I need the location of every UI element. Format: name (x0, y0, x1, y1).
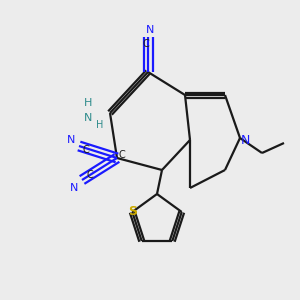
Text: C: C (118, 150, 125, 160)
Text: N: N (67, 135, 75, 145)
Text: N: N (84, 113, 92, 123)
Text: S: S (128, 206, 137, 218)
Text: C: C (82, 145, 89, 155)
Text: C: C (142, 39, 149, 49)
Text: N: N (240, 134, 250, 148)
Text: N: N (146, 25, 154, 35)
Text: H: H (96, 120, 104, 130)
Text: H: H (84, 98, 92, 108)
Text: N: N (70, 183, 78, 193)
Text: C: C (87, 170, 93, 180)
